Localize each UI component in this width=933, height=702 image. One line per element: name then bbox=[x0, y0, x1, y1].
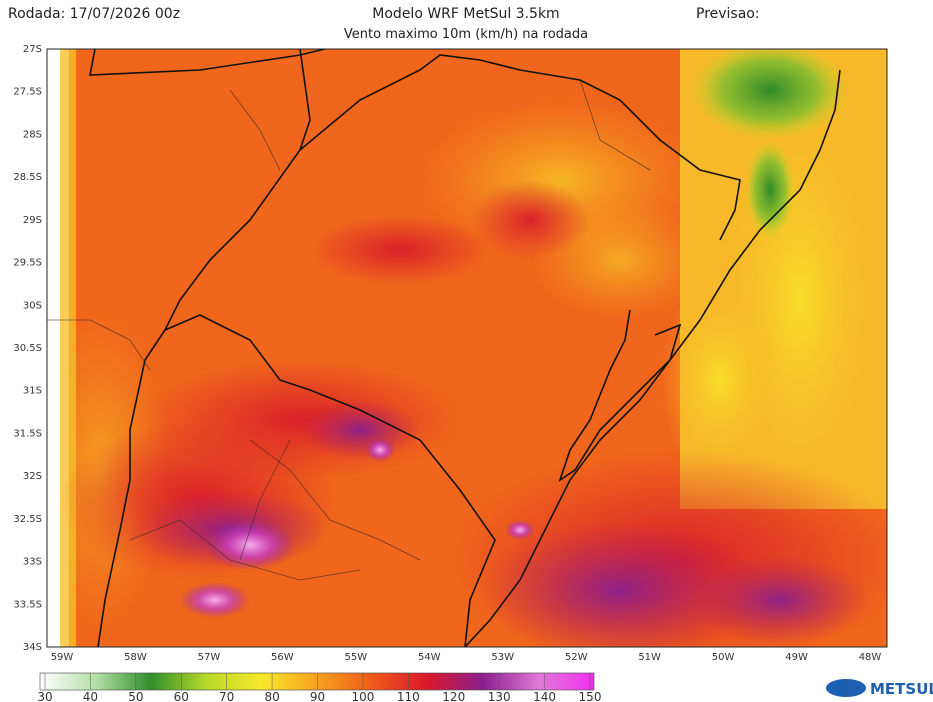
lon-label: 59W bbox=[51, 652, 74, 663]
lat-label: 30S bbox=[23, 300, 42, 311]
lat-label: 32.5S bbox=[13, 514, 42, 525]
colorbar-label: 90 bbox=[310, 690, 325, 702]
map-frame bbox=[46, 48, 888, 648]
colorbar-label: 40 bbox=[83, 690, 98, 702]
lat-label: 31S bbox=[23, 386, 42, 397]
lat-label: 28S bbox=[23, 129, 42, 140]
wind-field bbox=[47, 49, 887, 647]
lat-label: 33.5S bbox=[13, 599, 42, 610]
lat-label: 33S bbox=[23, 557, 42, 568]
lat-label: 30.5S bbox=[13, 343, 42, 354]
colorbar-label: 110 bbox=[397, 690, 420, 702]
lon-label: 50W bbox=[712, 652, 735, 663]
lat-label: 34S bbox=[23, 642, 42, 653]
lon-label: 55W bbox=[345, 652, 368, 663]
lon-label: 51W bbox=[638, 652, 661, 663]
lat-label: 29S bbox=[23, 215, 42, 226]
colorbar-label: 100 bbox=[351, 690, 374, 702]
lon-label: 58W bbox=[124, 652, 147, 663]
run-label: Rodada: 17/07/2026 00z bbox=[8, 6, 180, 22]
colorbar-label: 70 bbox=[219, 690, 234, 702]
colorbar-label: 130 bbox=[488, 690, 511, 702]
lon-label: 56W bbox=[271, 652, 294, 663]
colorbar-label: 150 bbox=[579, 690, 602, 702]
colorbar-label: 120 bbox=[442, 690, 465, 702]
colorbar-label: 30 bbox=[37, 690, 52, 702]
lat-label: 29.5S bbox=[13, 258, 42, 269]
lon-label: 49W bbox=[785, 652, 808, 663]
lon-label: 52W bbox=[565, 652, 588, 663]
colorbar-label: 140 bbox=[533, 690, 556, 702]
logo-globe bbox=[826, 679, 866, 697]
lon-label: 54W bbox=[418, 652, 441, 663]
forecast-label: Previsao: bbox=[696, 6, 760, 22]
lon-label: 57W bbox=[198, 652, 221, 663]
colorbar-label: 50 bbox=[128, 690, 143, 702]
colorbar bbox=[39, 672, 595, 691]
lat-label: 32S bbox=[23, 471, 42, 482]
colorbar-label: 80 bbox=[264, 690, 279, 702]
colorbar-label: 60 bbox=[174, 690, 189, 702]
lat-label: 28.5S bbox=[13, 172, 42, 183]
model-label: Modelo WRF MetSul 3.5km bbox=[372, 6, 559, 22]
lon-label: 48W bbox=[859, 652, 882, 663]
variable-label: Vento maximo 10m (km/h) na rodada bbox=[344, 27, 588, 42]
lat-label: 31.5S bbox=[13, 428, 42, 439]
logo: METSUL bbox=[826, 679, 933, 698]
lon-label: 53W bbox=[491, 652, 514, 663]
logo-text: METSUL bbox=[870, 680, 933, 698]
lat-label: 27.5S bbox=[13, 87, 42, 98]
lat-label: 27S bbox=[23, 44, 42, 55]
